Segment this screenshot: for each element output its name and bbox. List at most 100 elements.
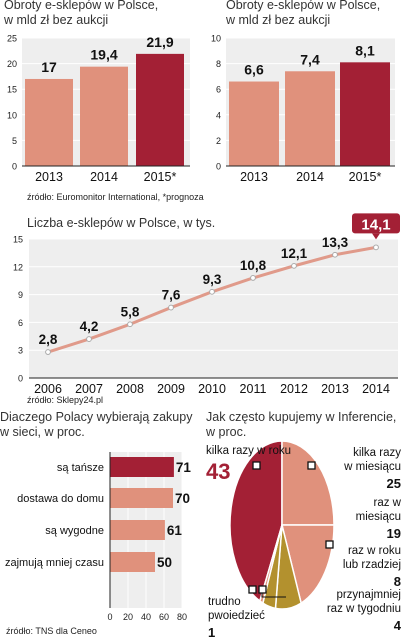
chart3-value-label: 5,8 [121,304,140,319]
chart5-title-block: Jak często kupujemy w Inferencie, w proc… [206,410,406,440]
chart5-label: trudno [208,596,241,608]
chart3-value-label: 4,2 [80,319,99,334]
chart3-ytick-label: 0 [18,374,23,384]
source-middle: źródło: Sklepy24.pl [27,395,104,405]
chart1-ytick-label: 15 [7,85,17,95]
chart2-xtick-label: 2014 [296,170,324,184]
chart2-bar [229,81,279,166]
chart5-value-label: 8 [394,574,401,589]
chart1-ytick-label: 20 [7,59,17,69]
chart3-point [373,244,379,251]
chart1-title-block: Obroty e-sklepów w Polsce, w mld zł bez … [4,0,204,28]
chart5-label: raz w roku [348,545,401,557]
chart4-bar [110,457,174,477]
chart3-point [127,321,133,328]
chart4-xtick-label: 40 [141,612,151,622]
chart3-point [209,288,215,295]
chart5-value-label: 43 [206,459,230,484]
chart1-ytick-label: 0 [12,162,17,172]
chart2-subtitle: w mld zł bez aukcji [226,13,331,27]
chart3-value-label: 13,3 [322,235,349,250]
chart5-marker [307,461,316,470]
chart3-highlight-pointer [372,233,380,240]
chart3-point [291,262,297,269]
chart5-slice [258,524,283,605]
chart3-ytick-label: 9 [18,290,23,300]
chart4-bar [110,488,173,508]
chart4-category-label: są wygodne [45,525,104,537]
chart3-xtick-label: 2011 [240,382,267,396]
chart1-ytick-label: 10 [7,110,17,120]
chart3-xtick-label: 2010 [198,382,226,396]
chart1-ytick-label: 25 [7,34,17,44]
chart3-panel [29,239,398,378]
chart3-highlight-badge [352,213,400,234]
chart3-xtick-label: 2014 [362,382,390,396]
chart1-bar [25,78,73,166]
chart5-subtitle: w proc. [206,425,247,439]
chart3-value-label: 7,6 [162,288,181,303]
chart1-ytick-label: 5 [12,136,17,146]
chart2-xtick-label: 2013 [240,170,268,184]
chart5-label: miesiącu [356,511,401,523]
chart3-point [168,304,174,311]
chart1-value-label: 19,4 [90,47,117,63]
chart2-value-label: 7,4 [300,51,320,67]
chart3-point [332,251,338,258]
chart4-xtick-label: 0 [107,612,112,622]
chart4-title: Diaczego Polacy wybierają zakupy [0,410,193,424]
chart5-label: kilka razy w roku [206,445,291,457]
chart4-category-label: dostawa do domu [17,493,104,505]
chart3-title: Liczba e-sklepów w Polsce, w tys. [27,216,216,230]
chart5-label: lub rzadziej [343,559,401,571]
chart5-value-label: 4 [394,618,402,633]
chart4-subtitle: w sieci, w proc. [0,425,85,439]
chart3-xtick-label: 2007 [75,382,103,396]
chart1-value-label: 21,9 [146,34,173,50]
chart1-title: Obroty e-sklepów w Polsce, [4,0,159,12]
source-top: źródło: Euromonitor International, *prog… [27,192,204,202]
chart5-label: raz w [374,497,402,509]
chart4-xtick-label: 60 [159,612,169,622]
chart3-value-label: 14,1 [361,216,390,233]
chart1-bar [136,53,184,166]
chart3-xtick-label: 2008 [116,382,144,396]
chart4-category-label: są tańsze [57,462,104,474]
chart1-subtitle: w mld zł bez aukcji [4,13,109,27]
chart5-marker [248,585,257,594]
chart3-point [45,349,51,355]
chart3-xtick-label: 2009 [157,382,185,396]
chart2-xtick-label: 2015* [349,170,382,184]
source-bottom: źródło: TNS dla Ceneo [6,626,97,636]
chart2-bar [340,62,390,166]
chart5-marker [325,540,334,549]
chart1-xtick-label: 2013 [35,170,63,184]
chart5-slice [229,440,283,603]
chart5-label: przynajmniej [336,589,401,601]
chart2-ytick-label: 10 [211,34,221,44]
chart2-ytick-label: 4 [216,110,221,120]
chart4-bar [110,520,165,540]
chart2-bar [285,71,335,166]
chart4-value-label: 50 [157,555,172,570]
chart3-ytick-label: 3 [18,346,23,356]
chart1-xtick-label: 2014 [90,170,118,184]
chart3-ytick-label: 6 [18,318,23,328]
chart5-marker [258,585,267,594]
chart5-value-label: 19 [387,526,401,541]
chart5-label: pwoiedzieć [208,610,265,622]
chart2-ytick-label: 8 [216,59,221,69]
chart2-title-block: Obroty e-sklepów w Polsce, w mld zł bez … [226,0,406,28]
chart4-value-label: 71 [176,460,192,475]
chart1-value-label: 17 [41,59,57,75]
chart4-value-label: 70 [175,491,190,506]
chart2-value-label: 6,6 [244,62,264,78]
chart3-value-label: 9,3 [203,272,222,287]
chart5-label: w miesiącu [343,461,401,473]
chart3-point [86,336,92,342]
chart2-title: Obroty e-sklepów w Polsce, [226,0,381,12]
